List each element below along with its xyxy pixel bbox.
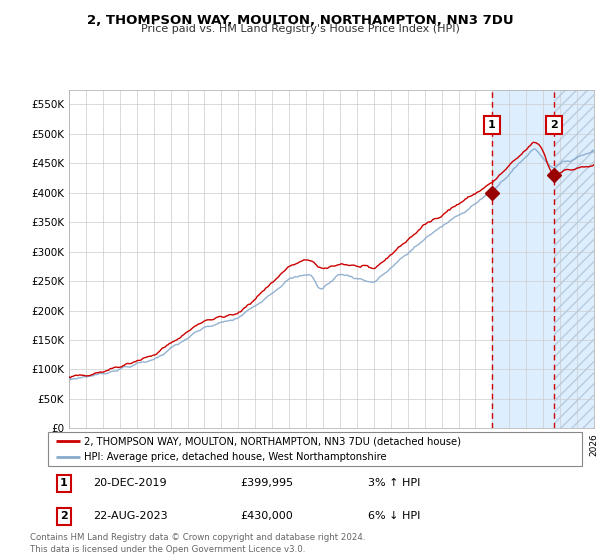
Text: HPI: Average price, detached house, West Northamptonshire: HPI: Average price, detached house, West…: [85, 452, 387, 462]
Text: 1: 1: [60, 478, 68, 488]
Text: 2, THOMPSON WAY, MOULTON, NORTHAMPTON, NN3 7DU (detached house): 2, THOMPSON WAY, MOULTON, NORTHAMPTON, N…: [85, 436, 461, 446]
Text: £430,000: £430,000: [240, 511, 293, 521]
Text: Price paid vs. HM Land Registry's House Price Index (HPI): Price paid vs. HM Land Registry's House …: [140, 24, 460, 34]
Bar: [492, 90, 594, 428]
Text: 2: 2: [550, 120, 558, 130]
Text: 1: 1: [488, 120, 496, 130]
Text: £399,995: £399,995: [240, 478, 293, 488]
Text: 2: 2: [60, 511, 68, 521]
FancyBboxPatch shape: [48, 432, 582, 466]
Text: 20-DEC-2019: 20-DEC-2019: [94, 478, 167, 488]
Text: Contains HM Land Registry data © Crown copyright and database right 2024.
This d: Contains HM Land Registry data © Crown c…: [30, 533, 365, 554]
Text: 6% ↓ HPI: 6% ↓ HPI: [368, 511, 421, 521]
Text: 3% ↑ HPI: 3% ↑ HPI: [368, 478, 421, 488]
Text: 22-AUG-2023: 22-AUG-2023: [94, 511, 168, 521]
Bar: [554, 90, 594, 428]
Text: 2, THOMPSON WAY, MOULTON, NORTHAMPTON, NN3 7DU: 2, THOMPSON WAY, MOULTON, NORTHAMPTON, N…: [86, 14, 514, 27]
